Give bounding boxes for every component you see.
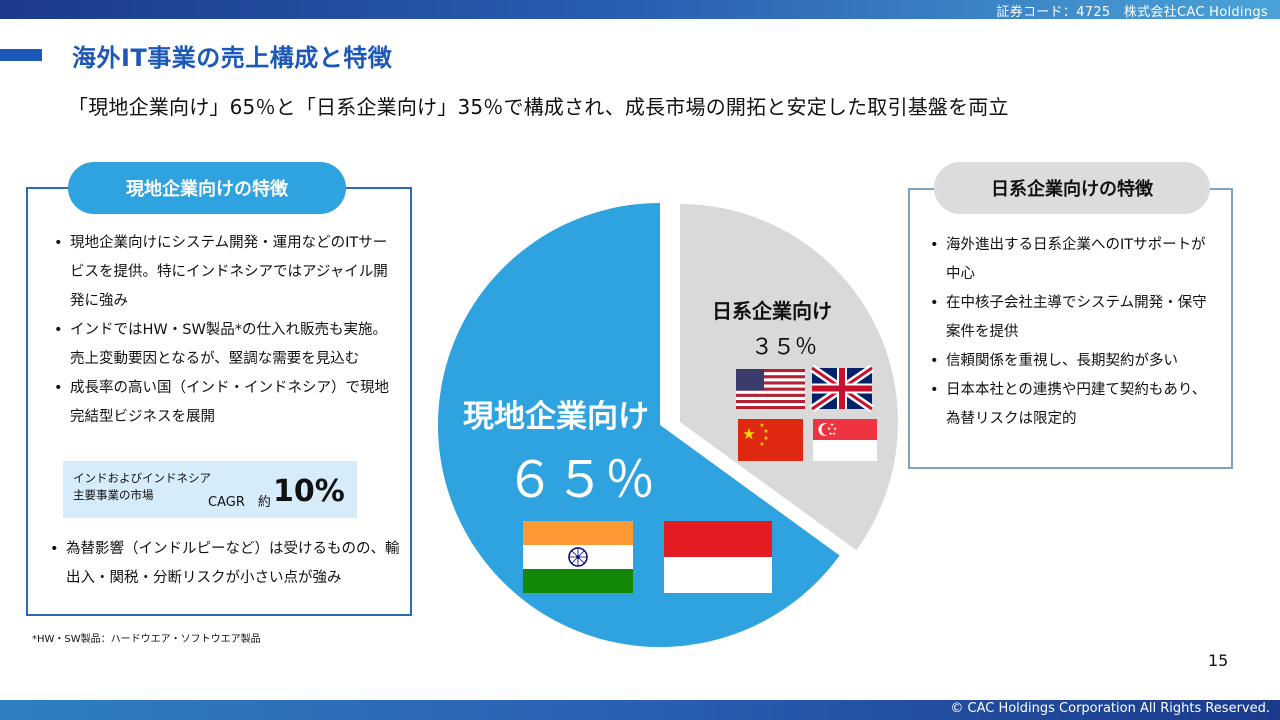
japanese-features-list: 海外進出する日系企業へのITサポートが中心 在中核子会社主導でシステム開発・保守… [930, 231, 1220, 434]
list-item: 日本本社との連携や円建て契約もあり、為替リスクは限定的 [930, 376, 1220, 434]
cagr-callout: インドおよびインドネシア 主要事業の市場 CAGR 約 10% [63, 461, 357, 518]
bottom-bar: © CAC Holdings Corporation All Rights Re… [0, 700, 1280, 720]
list-item: 現地企業向けにシステム開発・運用などのITサービスを提供。特にインドネシアではア… [54, 229, 399, 316]
local-features-list: 現地企業向けにシステム開発・運用などのITサービスを提供。特にインドネシアではア… [54, 229, 399, 432]
svg-text:★: ★ [832, 431, 836, 437]
slice-value-japanese: ３５％ [751, 335, 817, 360]
stock-code: 証券コード：4725 株式会社CAC Holdings [996, 5, 1268, 20]
local-features-heading: 現地企業向けの特徴 [68, 162, 346, 214]
slice-value-local: ６５％ [505, 451, 655, 509]
china-flag: ★ ★ ★ ★ ★ [738, 419, 803, 461]
india-flag [523, 521, 633, 593]
cagr-word: CAGR 約 [208, 495, 271, 510]
list-item: インドではHW・SW製品*の仕入れ販売も実施。売上変動要因となるが、堅調な需要を… [54, 316, 399, 374]
svg-text:★: ★ [763, 428, 768, 435]
footnote: *HW・SW製品：ハードウエア・ソフトウエア製品 [32, 634, 261, 645]
slide-title: 海外IT事業の売上構成と特徴 [72, 44, 393, 72]
svg-text:★: ★ [759, 422, 764, 429]
cagr-value: 10% [273, 474, 345, 509]
svg-text:★: ★ [830, 422, 834, 428]
slide-subtitle: 「現地企業向け」65％と「日系企業向け」35％で構成され、成長市場の開拓と安定し… [68, 95, 1009, 119]
svg-text:★: ★ [828, 431, 832, 437]
svg-text:★: ★ [759, 441, 764, 448]
copyright: © CAC Holdings Corporation All Rights Re… [950, 701, 1270, 716]
page-number: 15 [1208, 651, 1229, 670]
list-item: 在中核子会社主導でシステム開発・保守案件を提供 [930, 289, 1220, 347]
list-item: 成長率の高い国（インド・インドネシア）で現地完結型ビジネスを展開 [54, 374, 399, 432]
list-item: 為替影響（インドルピーなど）は受けるものの、輸出入・関税・分断リスクが小さい点が… [50, 535, 405, 593]
list-item: 信頼関係を重視し、長期契約が多い [930, 347, 1220, 376]
top-bar: 証券コード：4725 株式会社CAC Holdings [0, 0, 1280, 20]
svg-text:★: ★ [742, 425, 755, 443]
local-features-list-extra: 為替影響（インドルピーなど）は受けるものの、輸出入・関税・分断リスクが小さい点が… [50, 535, 405, 593]
uk-flag [809, 364, 875, 413]
title-accent-bar [0, 49, 42, 61]
singapore-flag: ★ ★ ★ ★ ★ [813, 419, 877, 461]
cagr-label-line: インドおよびインドネシア [73, 471, 211, 485]
japanese-features-heading: 日系企業向けの特徴 [934, 162, 1210, 214]
list-item: 海外進出する日系企業へのITサポートが中心 [930, 231, 1220, 289]
svg-text:★: ★ [827, 426, 831, 432]
indonesia-flag [664, 521, 772, 593]
svg-text:★: ★ [763, 435, 768, 442]
svg-text:★: ★ [833, 426, 837, 432]
slice-label-japanese: 日系企業向け [712, 299, 832, 323]
cagr-label: インドおよびインドネシア 主要事業の市場 [73, 470, 211, 504]
usa-flag [736, 369, 805, 409]
slice-label-local: 現地企業向け [463, 399, 649, 435]
cagr-label-line: 主要事業の市場 [73, 488, 154, 502]
